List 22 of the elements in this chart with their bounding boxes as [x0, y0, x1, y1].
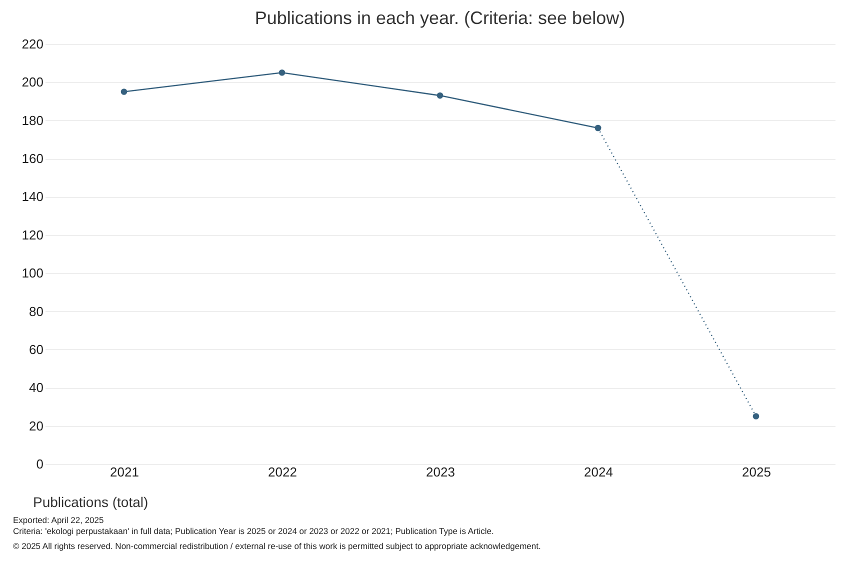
y-tick-label: 180 — [22, 112, 44, 128]
x-tick-label: 2021 — [110, 464, 139, 480]
x-tick-label: 2024 — [584, 464, 613, 480]
text: Criteria: 'ekologi perpustakaan' in full data; Publication Year is 2025 or 2024 or 2023 or 2022 or 2021; Publication Type is Article. — [13, 526, 494, 536]
x-tick-label: 2025 — [742, 464, 771, 480]
y-tick-label: 60 — [29, 342, 44, 357]
y-tick-label: 120 — [22, 227, 44, 242]
chart-title: Publications in each year. (Criteria: see below) — [254, 8, 626, 28]
y-tick-label: 140 — [22, 189, 44, 204]
text: Publications (total) — [33, 494, 148, 510]
y-tick-label: 100 — [22, 266, 44, 281]
y-tick-label: 20 — [29, 418, 44, 434]
y-tick-label: 40 — [29, 380, 44, 396]
y-tick-label: 0 — [36, 456, 44, 472]
y-tick-label: 220 — [22, 36, 44, 52]
x-tick-label: 2023 — [426, 464, 455, 480]
y-tick-label: 80 — [29, 304, 44, 319]
text: © 2025 All rights reserved. Non-commercial redistribution / external re-use of this work is permitted subject to appropriate acknowledgement. — [13, 541, 541, 551]
y-tick-label: 200 — [22, 74, 44, 90]
y-tick-label: 160 — [22, 151, 44, 166]
text: Exported: April 22, 2025 — [13, 515, 104, 525]
x-tick-label: 2022 — [268, 464, 297, 480]
